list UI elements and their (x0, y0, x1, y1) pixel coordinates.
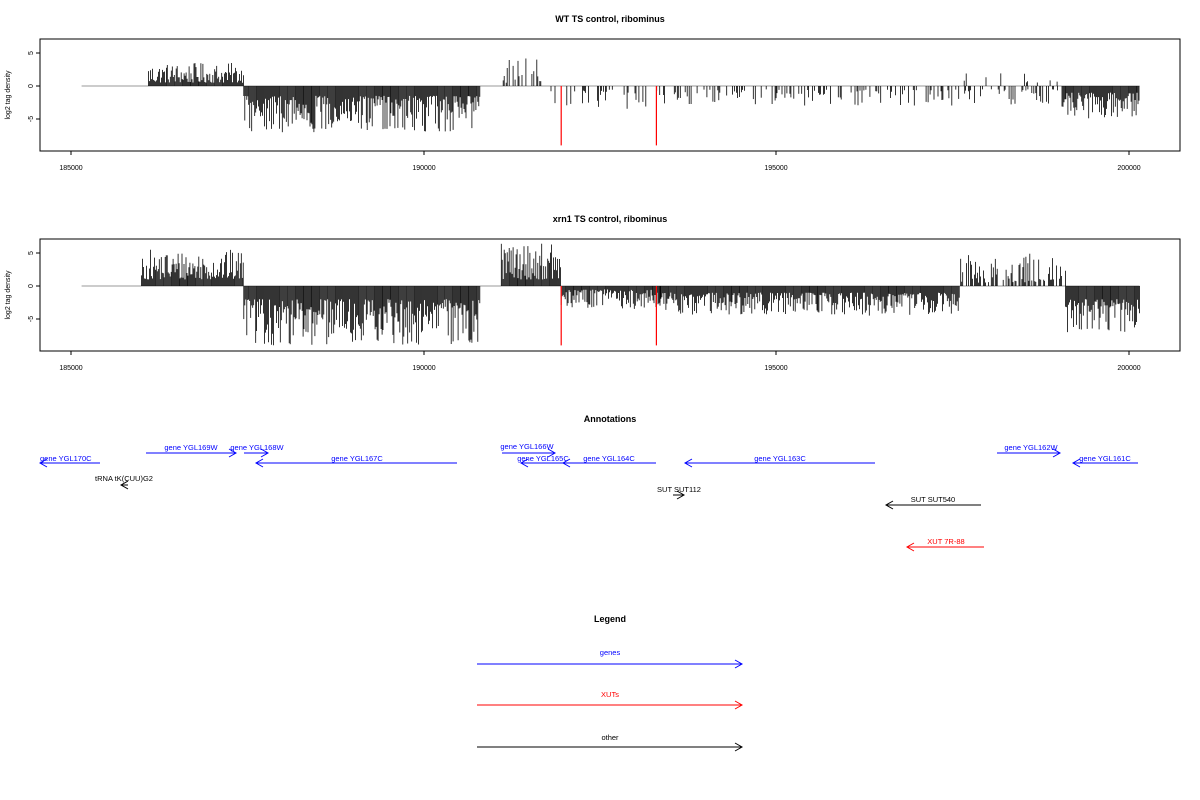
arrow-head-icon (38, 458, 48, 468)
legend-label: other (601, 733, 619, 742)
y-axis-label: log2 tag density (5, 70, 12, 120)
annotation-label: gene YGL162W (1004, 443, 1058, 452)
arrow-head-icon (228, 448, 238, 458)
arrow-head-icon (905, 542, 915, 552)
y-tick-label: 0 (28, 84, 35, 88)
x-axis: 185000 190000 195000 200000 (59, 151, 1141, 172)
annotations-title: Annotations (584, 414, 637, 424)
x-tick-label: 185000 (59, 365, 82, 372)
annotation-arrows: gene YGL170C gene YGL169W gene YGL168W gene… (38, 442, 1138, 552)
panel-xrn1: xrn1 TS control, ribominus log2 tag dens… (5, 214, 1181, 372)
data-bars (81, 243, 1140, 346)
annotation-label: SUT SUT112 (657, 485, 701, 494)
y-tick-label: -5 (28, 116, 35, 122)
y-axis-label: log2 tag density (5, 270, 12, 320)
annotation-feature: SUT SUT540 (884, 495, 981, 510)
y-tick-label: 5 (28, 251, 35, 255)
annotation-feature: gene YGL166W (500, 442, 557, 458)
panel-wt: WT TS control, ribominus log2 tag densit… (5, 14, 1181, 172)
annotation-feature: gene YGL165C (517, 454, 569, 468)
annotation-feature: XUT 7R-88 (905, 537, 984, 552)
x-tick-label: 195000 (764, 165, 787, 172)
y-axis: 5 0 -5 (28, 251, 40, 322)
legend-item-genes: genes (477, 648, 744, 669)
annotation-label: gene YGL167C (331, 454, 383, 463)
arrow-head-icon (676, 490, 686, 500)
arrow-head-icon (547, 448, 557, 458)
legend-title: Legend (594, 614, 626, 624)
legend-item-xuts: XUTs (477, 690, 744, 710)
annotation-feature: gene YGL167C (254, 454, 457, 468)
x-tick-label: 200000 (1117, 165, 1140, 172)
annotation-label: gene YGL163C (754, 454, 806, 463)
arrow-head-icon (734, 659, 744, 669)
annotation-label: gene YGL170C (40, 454, 92, 463)
x-tick-label: 200000 (1117, 365, 1140, 372)
annotation-feature: gene YGL170C (38, 454, 100, 468)
y-tick-label: 5 (28, 51, 35, 55)
annotation-feature: gene YGL164C (561, 454, 656, 468)
arrow-head-icon (734, 742, 744, 752)
x-axis: 185000 190000 195000 200000 (59, 351, 1141, 372)
arrow-head-icon (734, 700, 744, 710)
plot-frame (39, 238, 1181, 352)
annotation-label: gene YGL161C (1079, 454, 1131, 463)
arrow-head-icon (884, 500, 894, 510)
panel-title: WT TS control, ribominus (555, 14, 665, 24)
legend-item-other: other (477, 733, 744, 752)
legend-label: genes (600, 648, 621, 657)
annotation-label: gene YGL168W (230, 443, 284, 452)
annotation-label: XUT 7R-88 (927, 537, 964, 546)
arrow-head-icon (119, 480, 129, 490)
arrow-head-icon (260, 448, 270, 458)
y-tick-label: 0 (28, 284, 35, 288)
plot-frame (39, 38, 1181, 152)
annotation-feature: gene YGL161C (1071, 454, 1138, 468)
annotation-label: gene YGL164C (583, 454, 635, 463)
legend-label: XUTs (601, 690, 619, 699)
arrow-head-icon (1052, 448, 1062, 458)
annotation-feature: gene YGL169W (146, 443, 238, 458)
annotation-feature: gene YGL162W (997, 443, 1062, 458)
arrow-head-icon (1071, 458, 1081, 468)
y-tick-label: -5 (28, 316, 35, 322)
x-tick-label: 195000 (764, 365, 787, 372)
annotation-label: SUT SUT540 (911, 495, 955, 504)
x-tick-label: 190000 (412, 165, 435, 172)
annotation-label: gene YGL166W (500, 442, 554, 451)
arrow-head-icon (683, 458, 693, 468)
x-tick-label: 185000 (59, 165, 82, 172)
panel-title: xrn1 TS control, ribominus (553, 214, 668, 224)
x-tick-label: 190000 (412, 365, 435, 372)
arrow-head-icon (519, 458, 529, 468)
annotation-label: gene YGL165C (517, 454, 569, 463)
arrow-head-icon (561, 458, 571, 468)
annotation-feature: tRNA tK(CUU)G2 (95, 474, 153, 490)
annotation-feature: gene YGL168W (230, 443, 285, 458)
annotation-feature: gene YGL163C (683, 454, 875, 468)
y-axis: 5 0 -5 (28, 51, 40, 122)
legend-panel: Legend genes XUTs other (477, 614, 744, 752)
annotation-label: gene YGL169W (164, 443, 218, 452)
data-bars (81, 58, 1140, 146)
annotation-label: tRNA tK(CUU)G2 (95, 474, 153, 483)
annotation-feature: SUT SUT112 (657, 485, 701, 500)
arrow-head-icon (254, 458, 264, 468)
